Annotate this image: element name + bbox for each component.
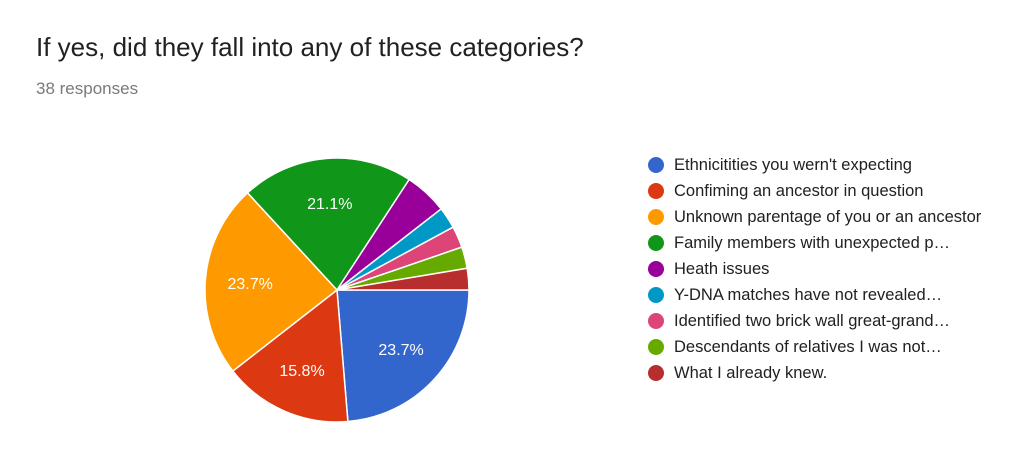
legend-item[interactable]: Family members with unexpected p…	[648, 232, 988, 254]
legend-label: Unknown parentage of you or an ancestor	[674, 208, 982, 226]
slice-percent-label: 15.8%	[279, 363, 324, 380]
legend-item[interactable]: Confiming an ancestor in question	[648, 180, 988, 202]
legend-label: Confiming an ancestor in question	[674, 182, 924, 200]
legend-swatch	[648, 235, 664, 251]
chart-title: If yes, did they fall into any of these …	[36, 32, 584, 62]
slice-percent-label: 21.1%	[307, 196, 352, 213]
legend-item[interactable]: Ethnicitities you wern't expecting	[648, 154, 988, 176]
legend-label: Y-DNA matches have not revealed…	[674, 286, 943, 304]
legend-swatch	[648, 261, 664, 277]
legend-label: Descendants of relatives I was not…	[674, 338, 942, 356]
legend-item[interactable]: Unknown parentage of you or an ancestor	[648, 206, 988, 228]
legend-item[interactable]: What I already knew.	[648, 362, 988, 384]
legend-label: Identified two brick wall great-grand…	[674, 312, 951, 330]
legend-item[interactable]: Descendants of relatives I was not…	[648, 336, 988, 358]
legend-label: Ethnicitities you wern't expecting	[674, 156, 912, 174]
legend-label: Heath issues	[674, 260, 770, 278]
legend-swatch	[648, 365, 664, 381]
legend-swatch	[648, 313, 664, 329]
legend-label: What I already knew.	[674, 364, 828, 382]
legend-swatch	[648, 339, 664, 355]
legend-swatch	[648, 183, 664, 199]
legend-swatch	[648, 287, 664, 303]
response-count: 38 responses	[36, 79, 139, 98]
legend-item[interactable]: Identified two brick wall great-grand…	[648, 310, 988, 332]
pie-slice[interactable]	[336, 267, 470, 291]
legend-item[interactable]: Y-DNA matches have not revealed…	[648, 284, 988, 306]
legend-label: Family members with unexpected p…	[674, 234, 951, 252]
pie-slice[interactable]	[204, 191, 339, 373]
pie-slice[interactable]	[231, 288, 349, 423]
slice-percent-label: 23.7%	[378, 342, 423, 359]
pie-slice[interactable]	[336, 289, 470, 423]
chart-legend: Ethnicitities you wern't expecting Confi…	[648, 154, 988, 388]
slice-percent-label: 23.7%	[228, 276, 273, 293]
legend-swatch	[648, 157, 664, 173]
pie-slice[interactable]	[246, 157, 411, 292]
legend-item[interactable]: Heath issues	[648, 258, 988, 280]
legend-swatch	[648, 209, 664, 225]
